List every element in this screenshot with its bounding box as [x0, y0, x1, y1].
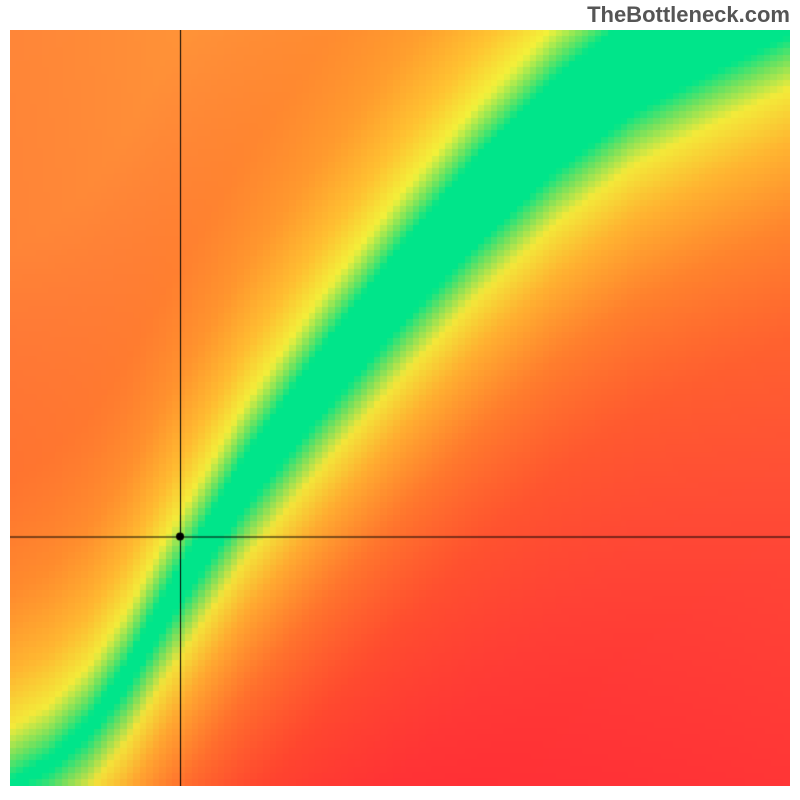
watermark-text: TheBottleneck.com — [587, 2, 790, 28]
heatmap-plot — [10, 30, 790, 786]
chart-container: TheBottleneck.com — [0, 0, 800, 800]
heatmap-canvas — [10, 30, 790, 786]
